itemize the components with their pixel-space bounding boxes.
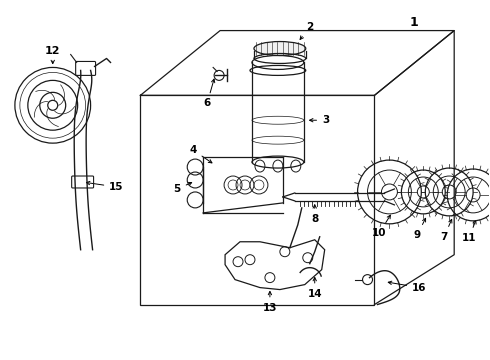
Text: 8: 8 xyxy=(311,205,318,224)
Text: 7: 7 xyxy=(441,219,452,242)
Text: 1: 1 xyxy=(410,16,419,29)
Text: 13: 13 xyxy=(263,292,277,312)
Text: 5: 5 xyxy=(173,183,192,194)
Text: 14: 14 xyxy=(307,278,322,298)
Text: 2: 2 xyxy=(300,22,314,40)
Text: 6: 6 xyxy=(203,79,215,108)
Text: 11: 11 xyxy=(462,220,476,243)
Text: 9: 9 xyxy=(414,218,426,240)
Text: 12: 12 xyxy=(45,45,60,64)
Text: 4: 4 xyxy=(190,145,212,163)
Ellipse shape xyxy=(254,41,306,55)
Text: 15: 15 xyxy=(86,181,124,192)
Text: 10: 10 xyxy=(372,215,391,238)
Text: 3: 3 xyxy=(310,115,329,125)
Text: 16: 16 xyxy=(388,281,427,293)
